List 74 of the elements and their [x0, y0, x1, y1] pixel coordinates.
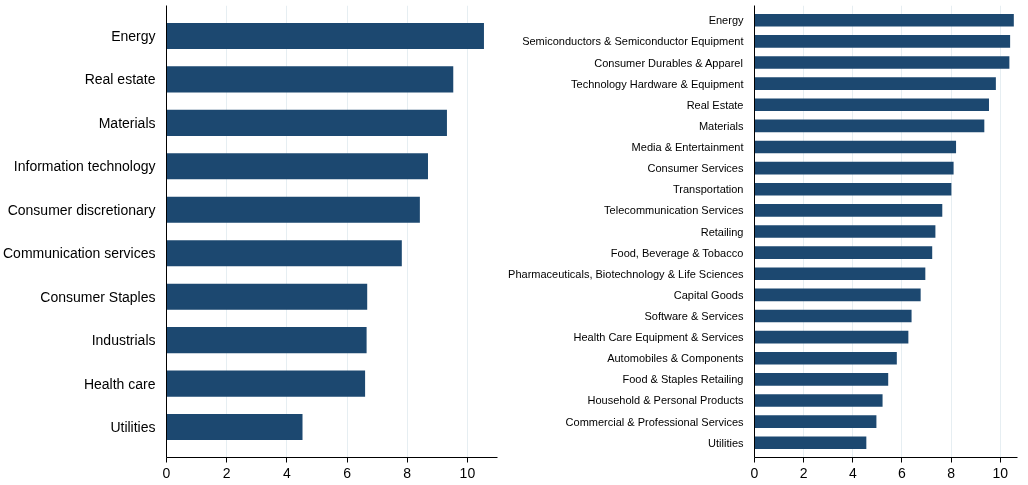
y-tick-label: Consumer Durables & Apparel	[594, 56, 743, 69]
bar	[166, 414, 303, 441]
y-tick-label: Consumer discretionary	[7, 201, 156, 218]
x-tick-label: 2	[799, 464, 808, 481]
bar	[166, 283, 368, 310]
x-tick-label: 10	[459, 464, 476, 481]
y-tick-label: Industrials	[91, 332, 156, 349]
y-tick-label: Retailing	[700, 225, 744, 238]
y-tick-label: Utilities	[110, 419, 156, 436]
bar	[754, 35, 1011, 48]
x-tick-label: 0	[162, 464, 171, 481]
bar	[166, 22, 484, 49]
bar	[166, 240, 402, 267]
bar	[754, 246, 933, 259]
y-tick-label: Real estate	[84, 71, 156, 88]
y-tick-label: Food, Beverage & Tobacco	[610, 246, 744, 259]
x-tick-label: 0	[750, 464, 759, 481]
y-tick-label: Energy	[708, 14, 744, 27]
bar	[754, 13, 1014, 27]
y-tick-label: Materials	[698, 119, 744, 132]
bar	[754, 373, 889, 386]
x-tick-label: 4	[282, 464, 291, 481]
bar	[166, 327, 367, 354]
bar	[754, 288, 921, 302]
y-tick-label: Software & Services	[644, 309, 744, 322]
bar	[754, 267, 926, 281]
x-tick-label: 8	[403, 464, 412, 481]
bar	[754, 436, 867, 450]
y-tick-label: Commercial & Professional Services	[565, 415, 744, 428]
bar	[754, 161, 954, 175]
y-tick-label: Communication services	[3, 245, 156, 262]
bar	[754, 98, 989, 112]
x-tick-label: 6	[343, 464, 352, 481]
y-tick-label: Household & Personal Products	[587, 394, 744, 407]
y-tick-label: Energy	[111, 27, 156, 44]
y-tick-label: Technology Hardware & Equipment	[571, 77, 744, 90]
bar	[754, 77, 996, 90]
y-tick-label: Materials	[98, 114, 156, 131]
bar	[754, 351, 897, 365]
bar	[754, 394, 883, 407]
y-tick-label: Consumer Services	[647, 162, 744, 175]
y-tick-label: Pharmaceuticals, Biotechnology & Life Sciences	[508, 267, 744, 280]
bar	[166, 109, 447, 136]
x-tick-label: 10	[992, 464, 1009, 481]
y-tick-label: Capital Goods	[673, 288, 744, 301]
y-tick-label: Health Care Equipment & Services	[573, 331, 744, 344]
y-tick-label: Consumer Staples	[40, 288, 156, 305]
bar	[166, 153, 428, 180]
bar	[754, 140, 957, 154]
y-tick-label: Utilities	[708, 436, 744, 449]
y-tick-label: Health care	[83, 375, 156, 392]
x-tick-label: 8	[947, 464, 956, 481]
bar	[754, 309, 912, 323]
bar	[754, 182, 952, 196]
y-tick-label: Automobiles & Components	[607, 352, 744, 365]
y-tick-label: Real Estate	[686, 98, 744, 111]
bar	[166, 370, 366, 397]
x-tick-label: 6	[898, 464, 907, 481]
bar	[754, 204, 943, 217]
bar	[754, 330, 909, 344]
y-tick-label: Food & Staples Retailing	[622, 373, 744, 386]
bar	[754, 415, 877, 428]
bar	[166, 196, 420, 223]
y-tick-label: Semiconductors & Semiconductor Equipment	[522, 35, 744, 48]
y-tick-label: Information technology	[13, 158, 156, 175]
bar	[754, 56, 1010, 69]
y-tick-label: Telecommunication Services	[604, 204, 744, 217]
bar	[754, 119, 985, 133]
x-tick-label: 2	[222, 464, 231, 481]
x-tick-label: 4	[848, 464, 857, 481]
bar	[166, 66, 454, 93]
y-tick-label: Media & Entertainment	[631, 141, 744, 154]
y-tick-label: Transportation	[672, 183, 744, 196]
bar	[754, 225, 936, 238]
